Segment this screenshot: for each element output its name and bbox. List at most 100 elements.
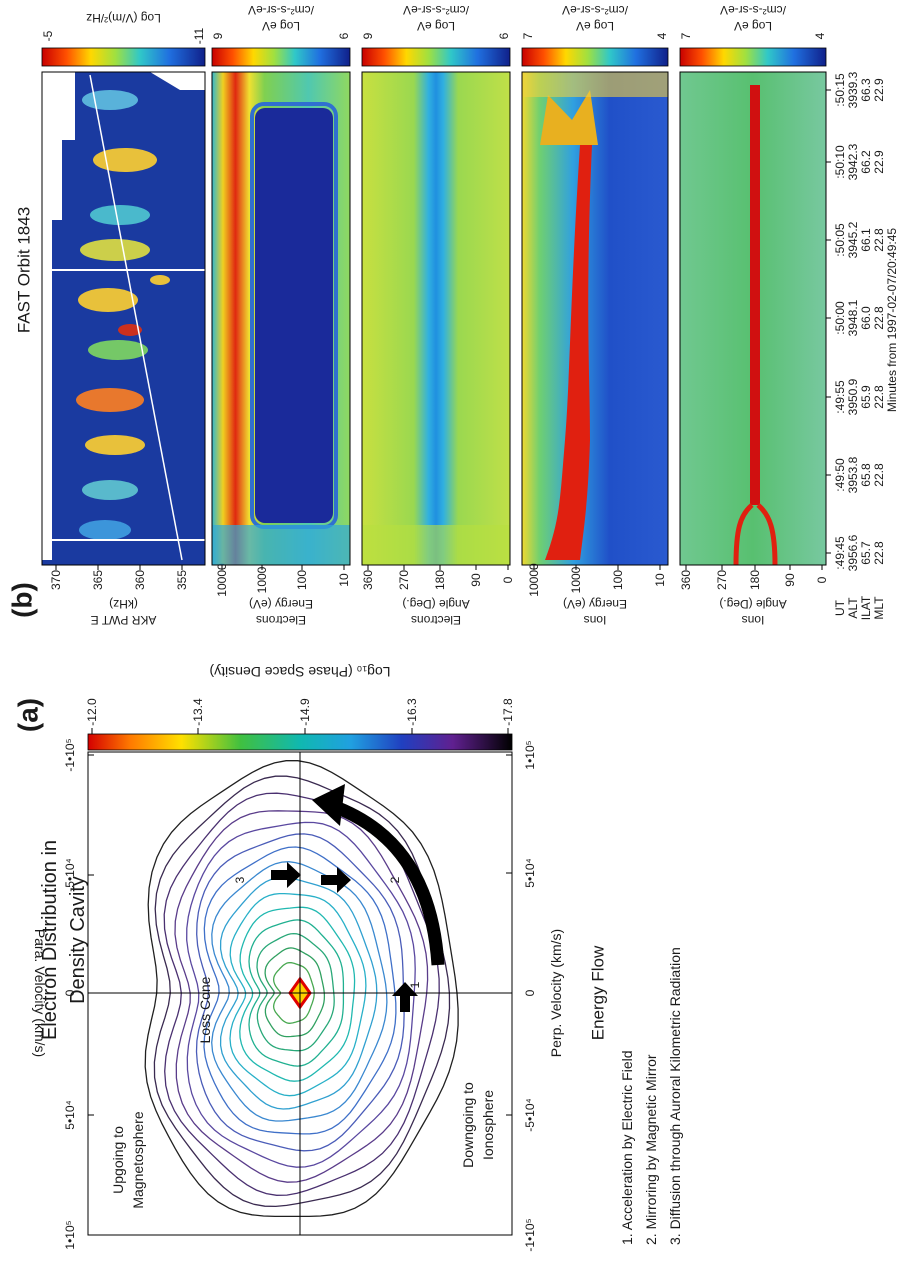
strip-frame [361, 71, 511, 566]
y-tick-label: 5•10⁴ [63, 1100, 77, 1129]
y-tick-label: 370 [49, 570, 63, 590]
x-tick-label: -5•10⁴ [523, 1098, 537, 1131]
annotation: Loss Cone [197, 976, 213, 1043]
colorbar [41, 47, 206, 67]
no-data [150, 72, 205, 90]
colorbar [521, 47, 669, 67]
y-tick-label: 355 [175, 570, 189, 590]
time-value: :50:15 [833, 73, 847, 107]
time-value: :49:45 [833, 536, 847, 570]
annotation: 1 [408, 981, 422, 988]
fce-line [89, 74, 183, 561]
panel-title: FAST Orbit 1843 [15, 207, 34, 333]
time-value: :50:00 [833, 301, 847, 335]
y-tick-label: 270 [397, 570, 411, 590]
y-tick-label: 1•10⁵ [63, 1220, 77, 1249]
y-tick-label: 1000 [569, 566, 583, 593]
y-tick-label: 100 [611, 570, 625, 590]
x-tick-label: -1•10⁵ [523, 1218, 537, 1251]
pre-cavity [362, 525, 510, 565]
colorbar-label: /cm²-s-sr-eV [720, 3, 786, 17]
y-tick-label: 90 [783, 573, 797, 587]
colorbar-tick-label: -12.0 [85, 698, 99, 726]
colorbar-tick-label: 4 [655, 32, 669, 39]
time-value: 65.7 [859, 541, 873, 565]
colorbar [679, 47, 827, 67]
colorbar-tick-label: -11 [192, 27, 206, 44]
colorbar-tick-label: -16.3 [405, 698, 419, 726]
colorbar-tick-label: -14.9 [298, 698, 312, 726]
y-tick-label: 10 [653, 573, 667, 587]
y-tick-label: 0 [815, 576, 829, 583]
energy-flow-item: 2. Mirroring by Magnetic Mirror [643, 1054, 659, 1245]
colorbar-label: Log eV [576, 19, 614, 33]
colorbar-tick-label: 6 [497, 32, 511, 39]
x-tick-label: 1•10⁵ [523, 740, 537, 769]
time-value: :49:50 [833, 458, 847, 492]
ion-beam [545, 145, 592, 560]
y-axis-label: Ions [584, 613, 607, 627]
pre-cavity [212, 525, 350, 565]
ion-conic [733, 503, 778, 566]
y-tick-label: 10000 [215, 563, 229, 597]
ion-top [522, 72, 668, 97]
time-value: 22.8 [872, 541, 886, 565]
panel-label: (b) [7, 582, 38, 618]
ion-beam [540, 90, 598, 145]
time-value: 22.9 [872, 150, 886, 174]
time-value: 3950.9 [846, 378, 860, 415]
colorbar-label: Log₁₀ (Phase Space Density) [210, 664, 391, 680]
colorbar-tick-label: -17.8 [501, 698, 515, 726]
emission [90, 205, 150, 225]
strip-frame [211, 71, 351, 566]
flow-arrow [327, 798, 445, 966]
panel-title: Electron Distribution in [39, 840, 61, 1040]
colorbar [211, 47, 351, 67]
time-value: 22.8 [872, 306, 886, 330]
y-axis-label: Angle (Deg.) [719, 597, 786, 611]
colorbar-tick-label: 4 [813, 32, 827, 39]
flow-arrow [271, 862, 301, 888]
y-axis-label: AKR PWT E [91, 613, 157, 627]
y-tick-label: 0 [63, 989, 77, 996]
time-value: 22.8 [872, 228, 886, 252]
time-value: 3942.3 [846, 143, 860, 180]
spectrogram [522, 72, 668, 565]
annotation: Magnetosphere [130, 1111, 146, 1209]
time-value: 65.8 [859, 463, 873, 487]
time-value: 65.9 [859, 385, 873, 409]
colorbar [87, 733, 513, 751]
emission [78, 288, 138, 312]
time-value: 66.0 [859, 306, 873, 330]
y-tick-label: 270 [715, 570, 729, 590]
annotation: Ionosphere [480, 1090, 496, 1160]
emission [76, 388, 144, 412]
emission [118, 324, 142, 336]
flow-arrow [392, 982, 418, 1012]
colorbar-tick-label: 7 [521, 32, 535, 39]
colorbar-label: Log eV [734, 19, 772, 33]
emission [82, 90, 138, 110]
y-tick-label: 100 [295, 570, 309, 590]
colorbar-tick-label: 9 [361, 32, 375, 39]
y-tick-label: -1•10⁵ [63, 738, 77, 771]
y-tick-label: 180 [433, 570, 447, 590]
y-tick-label: 10 [337, 573, 351, 587]
emission [85, 435, 145, 455]
colorbar-label: /cm²-s-sr-eV [403, 3, 469, 17]
flow-arrow [321, 867, 351, 893]
panel-title: Density Cavity [67, 876, 89, 1004]
x-axis-label: Perp. Velocity (km/s) [548, 929, 564, 1057]
annotation: 2 [388, 876, 402, 883]
emission [150, 275, 170, 285]
time-value: 66.2 [859, 150, 873, 174]
colorbar-label: Log eV [262, 19, 300, 33]
time-value: 3945.2 [846, 221, 860, 258]
strip-frame [41, 71, 206, 566]
y-tick-label: 0 [501, 576, 515, 583]
time-value: 3953.8 [846, 456, 860, 493]
y-tick-label: 10000 [527, 563, 541, 597]
time-value: 22.9 [872, 78, 886, 102]
y-tick-label: 360 [361, 570, 375, 590]
